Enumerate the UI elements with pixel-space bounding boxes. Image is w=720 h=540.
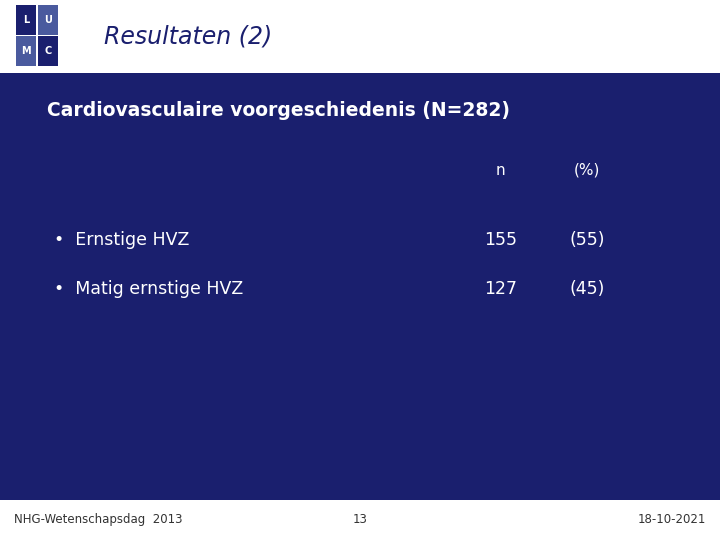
Text: n: n <box>495 163 505 178</box>
Text: 18-10-2021: 18-10-2021 <box>637 513 706 526</box>
Bar <box>0 0 720 73</box>
Text: U: U <box>45 15 52 25</box>
Text: 13: 13 <box>353 513 367 526</box>
Text: (55): (55) <box>569 231 605 249</box>
Text: 155: 155 <box>484 231 517 249</box>
Text: •  Ernstige HVZ: • Ernstige HVZ <box>54 231 189 249</box>
Text: (45): (45) <box>569 280 605 298</box>
Text: Cardiovasculaire voorgeschiedenis (N=282): Cardiovasculaire voorgeschiedenis (N=282… <box>47 101 510 120</box>
Bar <box>38 37 58 66</box>
Text: •  Matig ernstige HVZ: • Matig ernstige HVZ <box>54 280 243 298</box>
Text: Resultaten (2): Resultaten (2) <box>104 24 273 49</box>
Text: L: L <box>23 15 29 25</box>
Text: NHG-Wetenschapsdag  2013: NHG-Wetenschapsdag 2013 <box>14 513 183 526</box>
Text: 127: 127 <box>484 280 517 298</box>
Bar <box>16 5 36 35</box>
Text: (%): (%) <box>574 163 600 178</box>
Bar <box>16 37 36 66</box>
Text: C: C <box>45 46 52 57</box>
Bar <box>0 500 720 540</box>
Bar <box>38 5 58 35</box>
Text: M: M <box>21 46 31 57</box>
